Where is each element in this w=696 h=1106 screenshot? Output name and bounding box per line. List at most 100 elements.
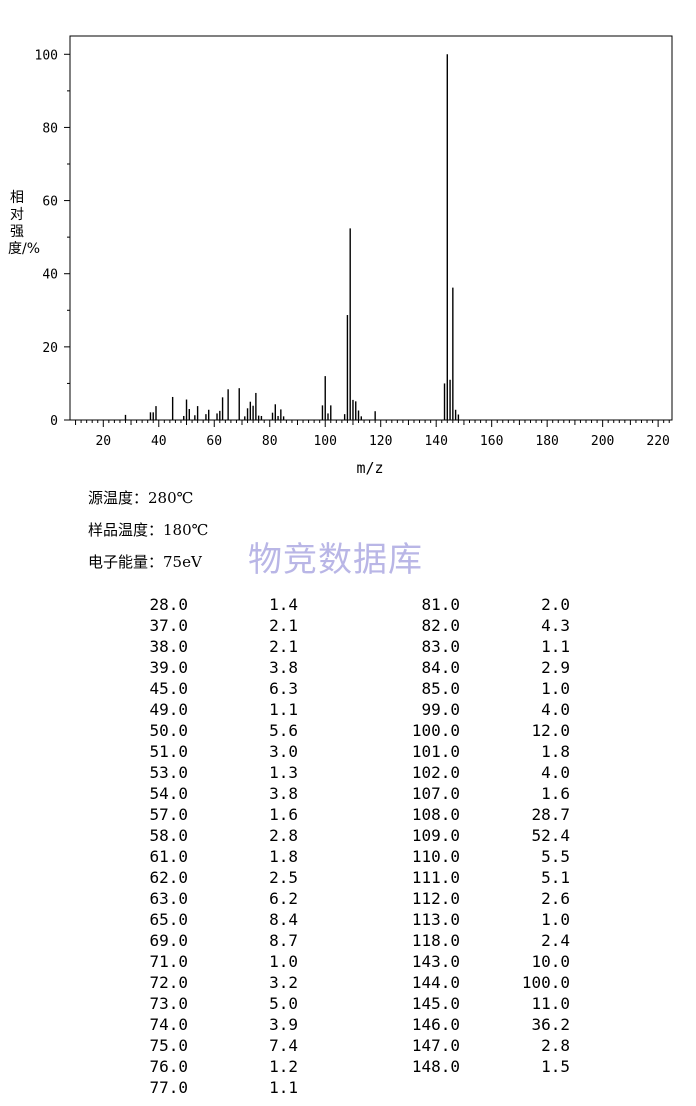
table-row: 72.0 3.2 <box>88 972 298 993</box>
table-row: 101.0 1.8 <box>360 741 570 762</box>
abundance-value: 3.9 <box>269 1015 298 1034</box>
abundance-value: 2.9 <box>541 658 570 677</box>
abundance-value: 1.1 <box>269 700 298 719</box>
mz-value: 76.0 <box>149 1057 188 1076</box>
abundance-value: 3.8 <box>269 784 298 803</box>
abundance-value: 3.2 <box>269 973 298 992</box>
table-row: 102.0 4.0 <box>360 762 570 783</box>
abundance-value: 5.1 <box>541 868 570 887</box>
abundance-value: 100.0 <box>521 973 570 992</box>
table-row: 50.0 5.6 <box>88 720 298 741</box>
mz-value: 146.0 <box>411 1015 460 1034</box>
peak-table-left: 28.0 1.4 37.0 2.1 38.0 2.1 39.0 3.8 45.0 6.3 49.0 1… <box>88 594 298 1098</box>
abundance-value: 36.2 <box>531 1015 570 1034</box>
table-row: 39.0 3.8 <box>88 657 298 678</box>
abundance-value: 1.4 <box>269 595 298 614</box>
table-row: 75.0 7.4 <box>88 1035 298 1056</box>
abundance-value: 4.3 <box>541 616 570 635</box>
abundance-value: 6.2 <box>269 889 298 908</box>
table-row: 100.0 12.0 <box>360 720 570 741</box>
mz-value: 69.0 <box>149 931 188 950</box>
abundance-value: 1.8 <box>269 847 298 866</box>
abundance-value: 2.8 <box>269 826 298 845</box>
abundance-value: 2.8 <box>541 1036 570 1055</box>
y-axis-label: 相对强度/% <box>8 190 41 257</box>
table-row: 53.0 1.3 <box>88 762 298 783</box>
abundance-value: 11.0 <box>531 994 570 1013</box>
table-row: 82.0 4.3 <box>360 615 570 636</box>
mz-value: 54.0 <box>149 784 188 803</box>
x-tick-label: 40 <box>151 434 167 449</box>
mz-value: 77.0 <box>149 1078 188 1097</box>
abundance-value: 12.0 <box>531 721 570 740</box>
abundance-value: 3.8 <box>269 658 298 677</box>
mz-value: 113.0 <box>411 910 460 929</box>
table-row: 146.0 36.2 <box>360 1014 570 1035</box>
mz-value: 85.0 <box>421 679 460 698</box>
source-temperature: 源温度：280℃ <box>88 489 194 507</box>
table-row: 45.0 6.3 <box>88 678 298 699</box>
x-tick-label: 140 <box>424 434 447 449</box>
x-axis: 20 40 60 80 100 120 140 160 180 200 220 <box>75 420 670 449</box>
mz-value: 58.0 <box>149 826 188 845</box>
mz-value: 81.0 <box>421 595 460 614</box>
mz-value: 118.0 <box>411 931 460 950</box>
abundance-value: 1.0 <box>269 952 298 971</box>
x-tick-label: 60 <box>206 434 222 449</box>
abundance-value: 6.3 <box>269 679 298 698</box>
abundance-value: 2.1 <box>269 616 298 635</box>
plot-frame <box>69 35 673 421</box>
mz-value: 73.0 <box>149 994 188 1013</box>
table-row: 73.0 5.0 <box>88 993 298 1014</box>
x-tick-label: 120 <box>369 434 392 449</box>
table-row: 85.0 1.0 <box>360 678 570 699</box>
table-row: 81.0 2.0 <box>360 594 570 615</box>
table-row: 51.0 3.0 <box>88 741 298 762</box>
table-row: 99.0 4.0 <box>360 699 570 720</box>
sample-temperature: 样品温度：180℃ <box>88 521 209 539</box>
y-tick-label: 80 <box>42 121 58 136</box>
spectrum-peaks <box>124 54 460 420</box>
mz-value: 39.0 <box>149 658 188 677</box>
mz-value: 37.0 <box>149 616 188 635</box>
table-row: 110.0 5.5 <box>360 846 570 867</box>
y-tick-label: 100 <box>35 48 58 63</box>
mz-value: 101.0 <box>411 742 460 761</box>
mz-value: 63.0 <box>149 889 188 908</box>
table-row: 65.0 8.4 <box>88 909 298 930</box>
table-row: 37.0 2.1 <box>88 615 298 636</box>
mz-value: 45.0 <box>149 679 188 698</box>
watermark: 物竞数据库 <box>248 540 423 580</box>
table-row: 145.0 11.0 <box>360 993 570 1014</box>
peak-table-right: 81.0 2.0 82.0 4.3 83.0 1.1 84.0 2.9 85.0 1.0 99.0 4… <box>360 594 570 1077</box>
table-row: 58.0 2.8 <box>88 825 298 846</box>
mz-value: 72.0 <box>149 973 188 992</box>
mz-value: 62.0 <box>149 868 188 887</box>
abundance-value: 52.4 <box>531 826 570 845</box>
table-row: 61.0 1.8 <box>88 846 298 867</box>
mz-value: 74.0 <box>149 1015 188 1034</box>
table-row: 38.0 2.1 <box>88 636 298 657</box>
y-axis: 0 20 40 60 80 100 <box>35 48 70 429</box>
mz-value: 82.0 <box>421 616 460 635</box>
mz-value: 51.0 <box>149 742 188 761</box>
table-row: 69.0 8.7 <box>88 930 298 951</box>
abundance-value: 1.6 <box>541 784 570 803</box>
mz-value: 144.0 <box>411 973 460 992</box>
mz-value: 147.0 <box>411 1036 460 1055</box>
x-tick-label: 20 <box>95 434 111 449</box>
table-row: 62.0 2.5 <box>88 867 298 888</box>
table-row: 28.0 1.4 <box>88 594 298 615</box>
mz-value: 111.0 <box>411 868 460 887</box>
y-tick-label: 60 <box>42 195 58 210</box>
abundance-value: 5.5 <box>541 847 570 866</box>
y-tick-label: 0 <box>50 414 58 429</box>
abundance-value: 4.0 <box>541 700 570 719</box>
table-row: 111.0 5.1 <box>360 867 570 888</box>
table-row: 108.0 28.7 <box>360 804 570 825</box>
mz-value: 112.0 <box>411 889 460 908</box>
table-row: 76.0 1.2 <box>88 1056 298 1077</box>
abundance-value: 1.0 <box>541 910 570 929</box>
abundance-value: 8.4 <box>269 910 298 929</box>
